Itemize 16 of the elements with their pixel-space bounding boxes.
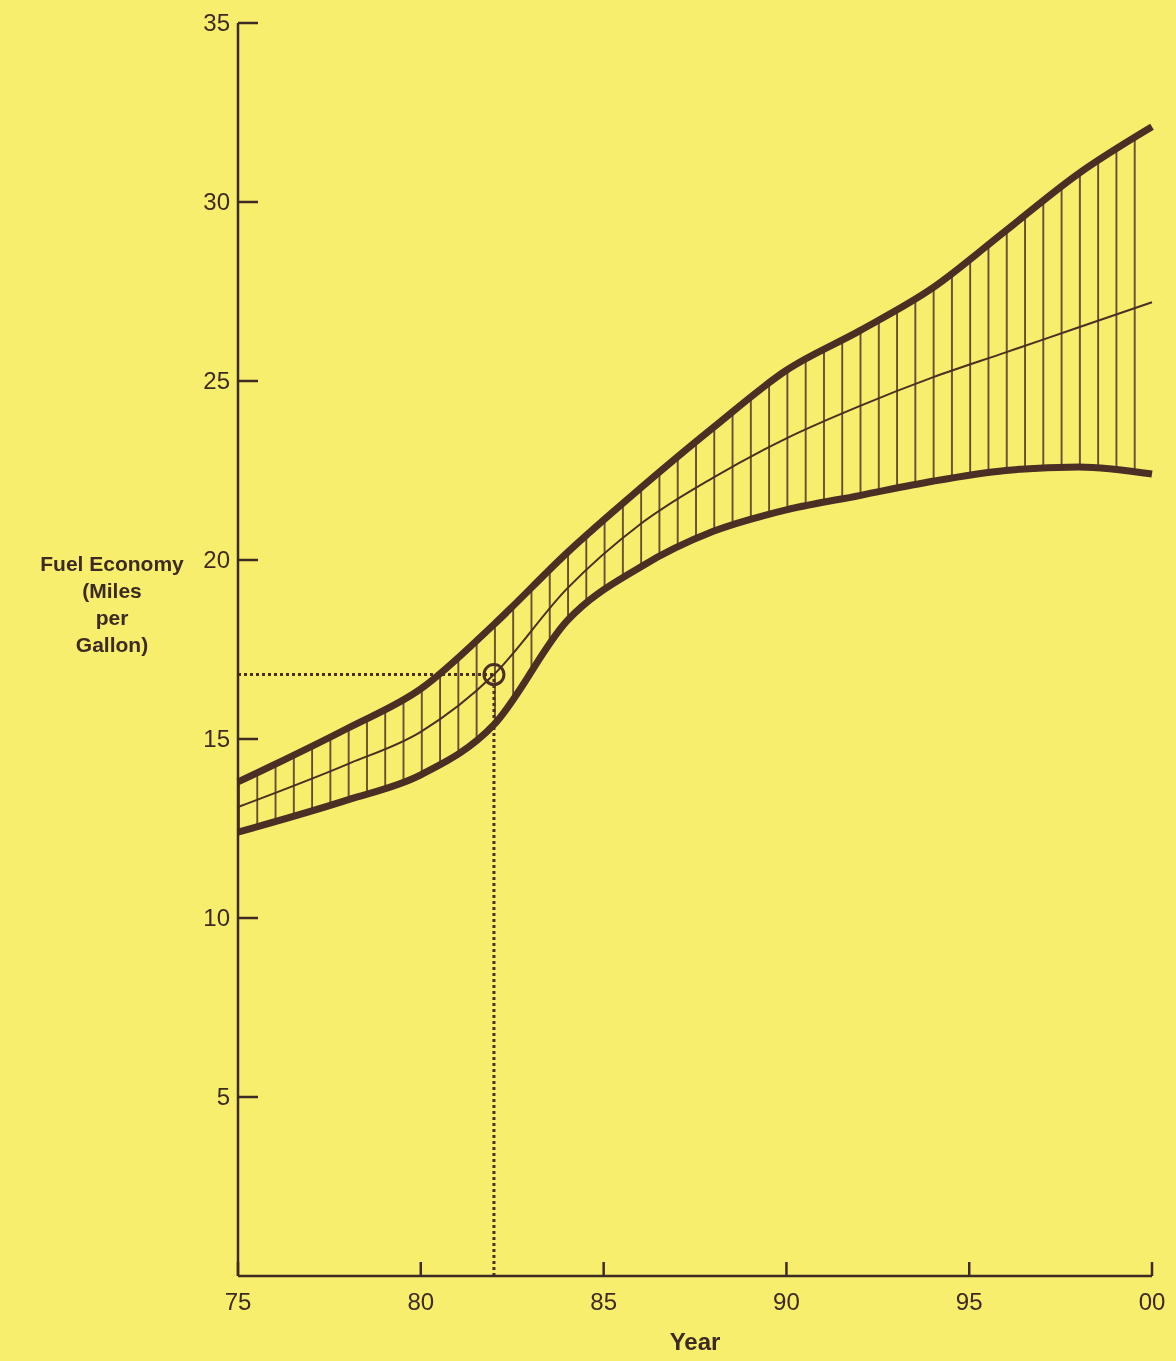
y-tick-label: 5 <box>216 1083 230 1111</box>
x-axis-title: Year <box>669 1328 721 1355</box>
line-series <box>237 301 1153 809</box>
y-tick-label: 20 <box>203 546 230 574</box>
y-tick-label: 35 <box>203 9 230 37</box>
x-tick-label: 90 <box>773 1288 800 1315</box>
y-tick-label: 10 <box>203 904 230 932</box>
y-tick-label: 30 <box>203 188 230 216</box>
x-tick-label: 85 <box>590 1288 618 1315</box>
y-tick-label: 15 <box>203 725 230 753</box>
x-tick-label: 00 <box>1138 1288 1166 1315</box>
x-tick-label: 75 <box>224 1288 252 1315</box>
y-axis-title: Fuel Economy (Miles per Gallon) <box>40 551 185 656</box>
y-tick-label: 25 <box>203 367 230 395</box>
x-tick-label: 95 <box>955 1288 983 1315</box>
x-tick-label: 80 <box>407 1288 435 1315</box>
